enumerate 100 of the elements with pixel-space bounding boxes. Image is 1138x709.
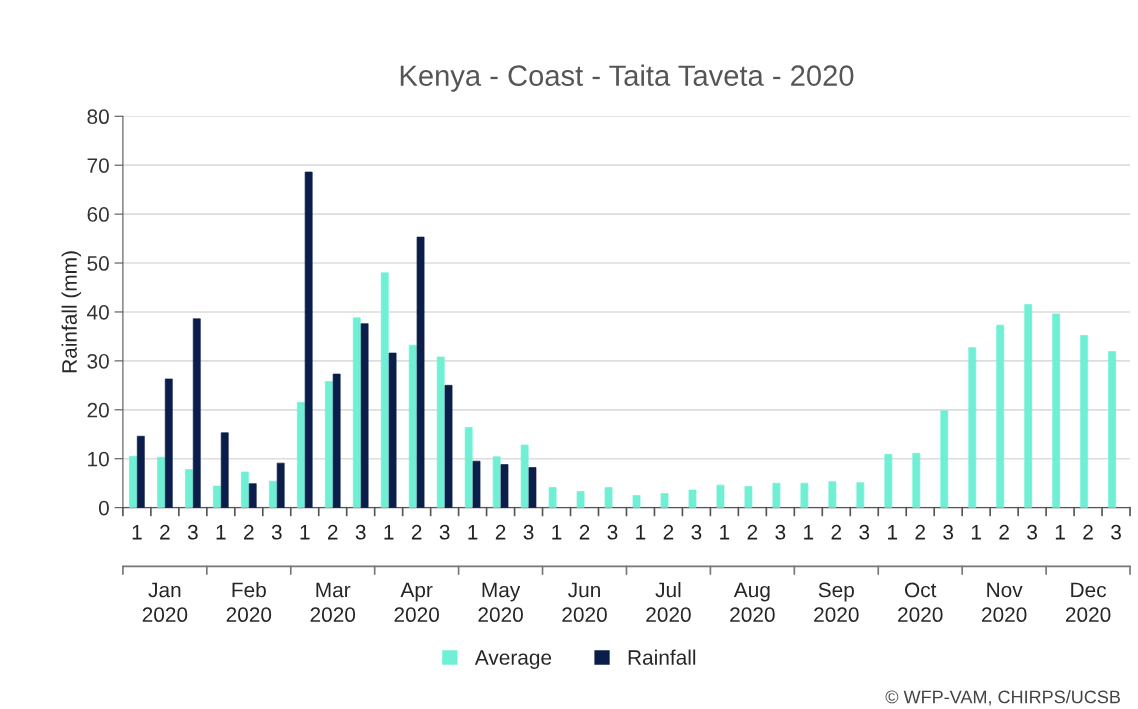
bar [268, 480, 277, 508]
x-tick-label: 3 [943, 524, 954, 540]
x-tick-label: 2 [327, 524, 338, 540]
bar [276, 462, 285, 508]
text: Nov 2020 [982, 582, 1027, 623]
x-tick-label: 1 [720, 525, 730, 540]
x-tick-label: 3 [607, 524, 618, 540]
chart-title: Kenya - Coast - Taita Taveta - 2020 [400, 64, 854, 92]
text: Jun 2020 [562, 582, 607, 623]
bar [576, 491, 585, 508]
bar [828, 481, 837, 508]
bar [548, 487, 557, 508]
x-tick-label: 3 [691, 524, 702, 540]
x-tick-label: 3 [355, 524, 366, 540]
bar [856, 482, 865, 508]
x-tick-label: 2 [663, 524, 674, 540]
x-tick-label: 2 [831, 524, 842, 540]
bar [408, 344, 417, 508]
x-tick-label: 3 [775, 524, 786, 540]
x-tick-label: 2 [411, 524, 422, 540]
x-tick-label: 3 [523, 524, 534, 540]
x-tick-label: 1 [888, 525, 898, 540]
x-tick-label: 1 [132, 525, 142, 540]
x-tick-label: 1 [1055, 525, 1065, 540]
bar [220, 432, 229, 508]
bar [1080, 335, 1089, 508]
bar [660, 493, 669, 508]
bar [157, 456, 165, 508]
bar [492, 456, 501, 508]
text: Feb 2020 [226, 582, 272, 623]
text: Jan 2020 [142, 582, 188, 623]
bar [164, 378, 173, 508]
bar [213, 485, 221, 508]
bar [388, 352, 397, 508]
bar [192, 318, 201, 508]
bar [436, 356, 445, 508]
x-tick-label: 1 [300, 525, 310, 540]
x-tick-label: 2 [160, 524, 170, 540]
x-tick-label: 2 [999, 524, 1009, 540]
x-tick-label: 3 [439, 524, 450, 540]
y-tick-label: 30 [87, 353, 109, 369]
bar [304, 171, 313, 508]
bar [185, 469, 193, 508]
bar [1052, 313, 1061, 508]
bar [940, 410, 949, 508]
bar [500, 464, 509, 508]
x-tick-label: 3 [271, 524, 282, 540]
bar [241, 471, 249, 508]
bar [464, 427, 473, 508]
y-tick-label: 40 [87, 304, 109, 320]
bar [688, 489, 697, 508]
bar [604, 487, 613, 508]
legend-label: Rainfall [628, 649, 696, 665]
bar [352, 317, 361, 508]
y-tick-label: 70 [87, 158, 109, 173]
bar [912, 452, 921, 508]
bar [472, 460, 481, 508]
bar [716, 484, 725, 508]
text: © WFP-VAM, CHIRPS/UCSB [885, 690, 1120, 706]
bar [332, 373, 341, 508]
bar [248, 483, 257, 508]
bar [360, 323, 369, 508]
bar [296, 402, 305, 508]
bar [416, 236, 425, 508]
bar [632, 495, 641, 508]
bar [884, 453, 893, 508]
bar [136, 435, 145, 508]
bar [1024, 304, 1033, 508]
bar [772, 482, 781, 508]
text: Apr 2020 [394, 582, 440, 623]
x-tick-label: 3 [859, 524, 870, 540]
x-tick-label: 2 [915, 524, 925, 540]
x-tick-label: 1 [468, 525, 478, 540]
bar [1108, 351, 1116, 508]
bar [744, 486, 753, 508]
bar [444, 384, 453, 508]
x-tick-label: 3 [1027, 524, 1037, 540]
text: Mar 2020 [310, 582, 356, 623]
y-tick-label: 10 [88, 451, 109, 467]
text: Oct 2020 [898, 582, 943, 623]
bar [380, 272, 389, 508]
text: Aug 2020 [730, 582, 775, 623]
x-tick-label: 2 [244, 524, 254, 540]
x-tick-label: 1 [971, 525, 981, 540]
bar [324, 381, 333, 508]
bar [129, 455, 137, 508]
x-tick-label: 3 [1111, 524, 1121, 540]
x-tick-label: 2 [495, 524, 506, 540]
legend-label: Average [474, 650, 552, 669]
x-tick-label: 1 [384, 525, 394, 540]
x-tick-label: 1 [636, 525, 646, 540]
y-tick-label: 0 [98, 500, 109, 516]
x-tick-label: 3 [187, 524, 198, 540]
x-tick-label: 1 [216, 525, 226, 540]
y-tick-label: 60 [87, 207, 109, 222]
x-tick-label: 2 [747, 524, 758, 540]
y-tick-label: 50 [87, 256, 109, 271]
text: May 2020 [478, 582, 523, 623]
bar [968, 347, 977, 508]
y-axis-title: Rainfall (mm) [61, 251, 81, 373]
